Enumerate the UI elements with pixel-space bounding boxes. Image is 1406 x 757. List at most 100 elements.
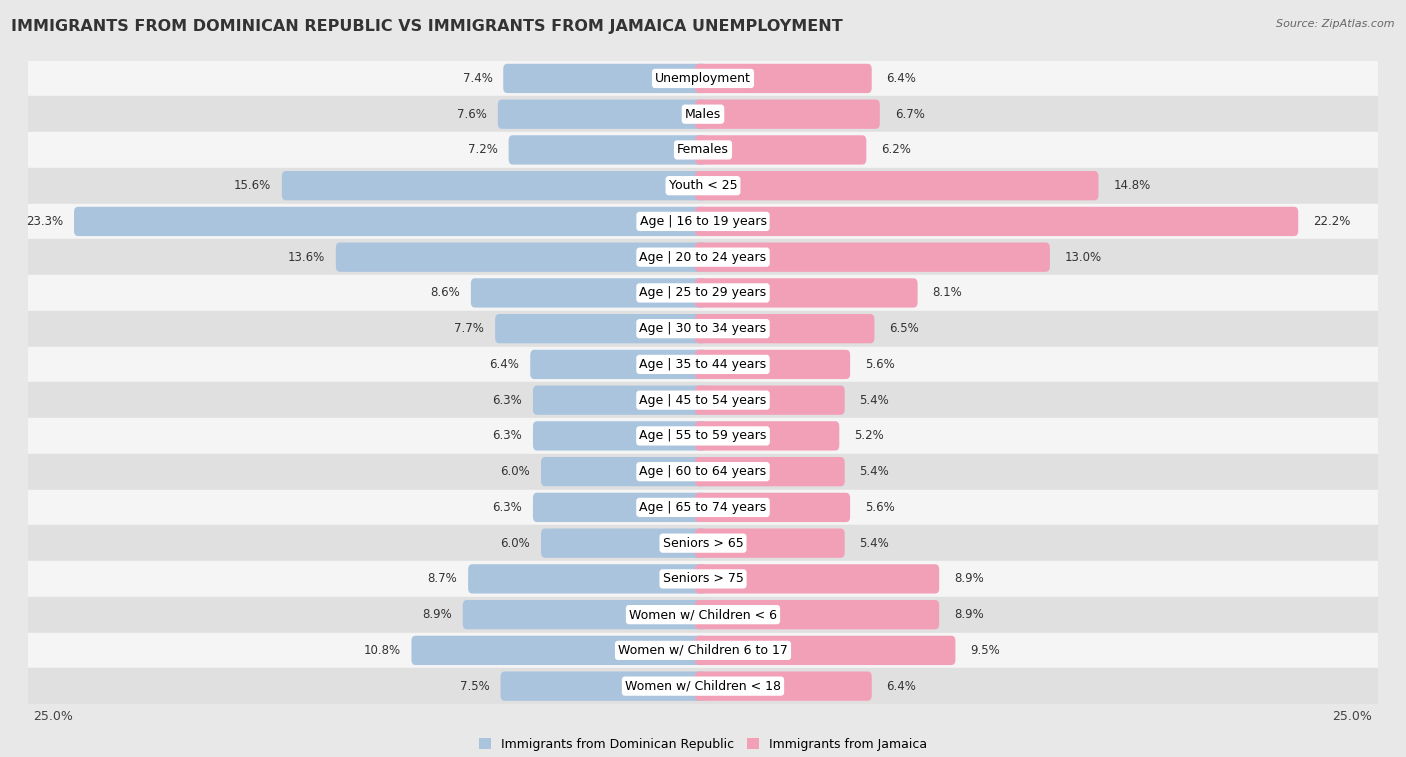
Text: Women w/ Children 6 to 17: Women w/ Children 6 to 17 xyxy=(619,644,787,657)
FancyBboxPatch shape xyxy=(468,564,707,593)
Text: Age | 16 to 19 years: Age | 16 to 19 years xyxy=(640,215,766,228)
Text: 8.9%: 8.9% xyxy=(955,608,984,621)
Legend: Immigrants from Dominican Republic, Immigrants from Jamaica: Immigrants from Dominican Republic, Immi… xyxy=(474,733,932,755)
Text: 5.2%: 5.2% xyxy=(855,429,884,442)
Text: Unemployment: Unemployment xyxy=(655,72,751,85)
Text: 14.8%: 14.8% xyxy=(1114,179,1150,192)
FancyBboxPatch shape xyxy=(509,136,707,164)
Bar xyxy=(28,168,1378,204)
Bar xyxy=(28,633,1378,668)
FancyBboxPatch shape xyxy=(75,207,707,236)
FancyBboxPatch shape xyxy=(695,279,918,307)
Bar xyxy=(28,275,1378,311)
Text: 8.7%: 8.7% xyxy=(427,572,457,585)
FancyBboxPatch shape xyxy=(695,636,956,665)
FancyBboxPatch shape xyxy=(530,350,707,379)
FancyBboxPatch shape xyxy=(541,528,707,558)
Text: Age | 55 to 59 years: Age | 55 to 59 years xyxy=(640,429,766,442)
Text: Age | 45 to 54 years: Age | 45 to 54 years xyxy=(640,394,766,407)
Text: 6.3%: 6.3% xyxy=(492,501,522,514)
FancyBboxPatch shape xyxy=(412,636,707,665)
Text: Age | 25 to 29 years: Age | 25 to 29 years xyxy=(640,286,766,300)
Bar xyxy=(28,96,1378,132)
FancyBboxPatch shape xyxy=(695,314,875,344)
FancyBboxPatch shape xyxy=(533,385,707,415)
Text: 6.5%: 6.5% xyxy=(889,322,920,335)
Bar xyxy=(28,347,1378,382)
FancyBboxPatch shape xyxy=(695,493,851,522)
Text: Age | 65 to 74 years: Age | 65 to 74 years xyxy=(640,501,766,514)
Text: 7.4%: 7.4% xyxy=(463,72,492,85)
FancyBboxPatch shape xyxy=(503,64,707,93)
Text: IMMIGRANTS FROM DOMINICAN REPUBLIC VS IMMIGRANTS FROM JAMAICA UNEMPLOYMENT: IMMIGRANTS FROM DOMINICAN REPUBLIC VS IM… xyxy=(11,19,844,34)
Text: Women w/ Children < 6: Women w/ Children < 6 xyxy=(628,608,778,621)
Text: 6.3%: 6.3% xyxy=(492,394,522,407)
Bar xyxy=(28,311,1378,347)
FancyBboxPatch shape xyxy=(533,421,707,450)
FancyBboxPatch shape xyxy=(695,457,845,486)
FancyBboxPatch shape xyxy=(695,350,851,379)
FancyBboxPatch shape xyxy=(336,242,707,272)
Text: Source: ZipAtlas.com: Source: ZipAtlas.com xyxy=(1277,19,1395,29)
FancyBboxPatch shape xyxy=(695,671,872,701)
Text: 8.6%: 8.6% xyxy=(430,286,460,300)
Text: 22.2%: 22.2% xyxy=(1313,215,1351,228)
Text: 8.1%: 8.1% xyxy=(932,286,962,300)
Text: 7.7%: 7.7% xyxy=(454,322,484,335)
Text: 23.3%: 23.3% xyxy=(27,215,63,228)
Text: Females: Females xyxy=(678,143,728,157)
FancyBboxPatch shape xyxy=(695,528,845,558)
FancyBboxPatch shape xyxy=(695,99,880,129)
FancyBboxPatch shape xyxy=(695,421,839,450)
Bar xyxy=(28,382,1378,418)
FancyBboxPatch shape xyxy=(501,671,707,701)
Text: 25.0%: 25.0% xyxy=(34,710,73,723)
Bar xyxy=(28,418,1378,453)
Text: 6.0%: 6.0% xyxy=(501,537,530,550)
Text: 6.4%: 6.4% xyxy=(887,680,917,693)
FancyBboxPatch shape xyxy=(541,457,707,486)
Text: 6.3%: 6.3% xyxy=(492,429,522,442)
Bar xyxy=(28,525,1378,561)
Text: 7.2%: 7.2% xyxy=(468,143,498,157)
Text: 13.6%: 13.6% xyxy=(288,251,325,263)
Bar xyxy=(28,490,1378,525)
Text: Women w/ Children < 18: Women w/ Children < 18 xyxy=(626,680,780,693)
Bar xyxy=(28,204,1378,239)
Text: 6.2%: 6.2% xyxy=(882,143,911,157)
FancyBboxPatch shape xyxy=(695,136,866,164)
Text: Age | 35 to 44 years: Age | 35 to 44 years xyxy=(640,358,766,371)
Bar xyxy=(28,239,1378,275)
Text: 7.5%: 7.5% xyxy=(460,680,489,693)
FancyBboxPatch shape xyxy=(695,171,1098,201)
Text: 7.6%: 7.6% xyxy=(457,107,486,120)
FancyBboxPatch shape xyxy=(695,564,939,593)
FancyBboxPatch shape xyxy=(695,64,872,93)
Text: Age | 60 to 64 years: Age | 60 to 64 years xyxy=(640,465,766,478)
Bar xyxy=(28,561,1378,597)
Bar xyxy=(28,668,1378,704)
Text: 13.0%: 13.0% xyxy=(1064,251,1102,263)
FancyBboxPatch shape xyxy=(463,600,707,629)
Bar xyxy=(28,597,1378,633)
Text: 6.7%: 6.7% xyxy=(894,107,925,120)
FancyBboxPatch shape xyxy=(533,493,707,522)
FancyBboxPatch shape xyxy=(695,207,1298,236)
FancyBboxPatch shape xyxy=(471,279,707,307)
Text: 5.4%: 5.4% xyxy=(859,465,890,478)
Text: 5.4%: 5.4% xyxy=(859,394,890,407)
Text: 6.4%: 6.4% xyxy=(887,72,917,85)
Text: Males: Males xyxy=(685,107,721,120)
Text: 8.9%: 8.9% xyxy=(422,608,451,621)
Text: 8.9%: 8.9% xyxy=(955,572,984,585)
Text: 5.6%: 5.6% xyxy=(865,358,894,371)
Bar xyxy=(28,453,1378,490)
Text: Age | 30 to 34 years: Age | 30 to 34 years xyxy=(640,322,766,335)
FancyBboxPatch shape xyxy=(495,314,707,344)
FancyBboxPatch shape xyxy=(695,242,1050,272)
Text: Seniors > 65: Seniors > 65 xyxy=(662,537,744,550)
FancyBboxPatch shape xyxy=(695,385,845,415)
Text: 5.6%: 5.6% xyxy=(865,501,894,514)
Text: Age | 20 to 24 years: Age | 20 to 24 years xyxy=(640,251,766,263)
Text: 25.0%: 25.0% xyxy=(1333,710,1372,723)
